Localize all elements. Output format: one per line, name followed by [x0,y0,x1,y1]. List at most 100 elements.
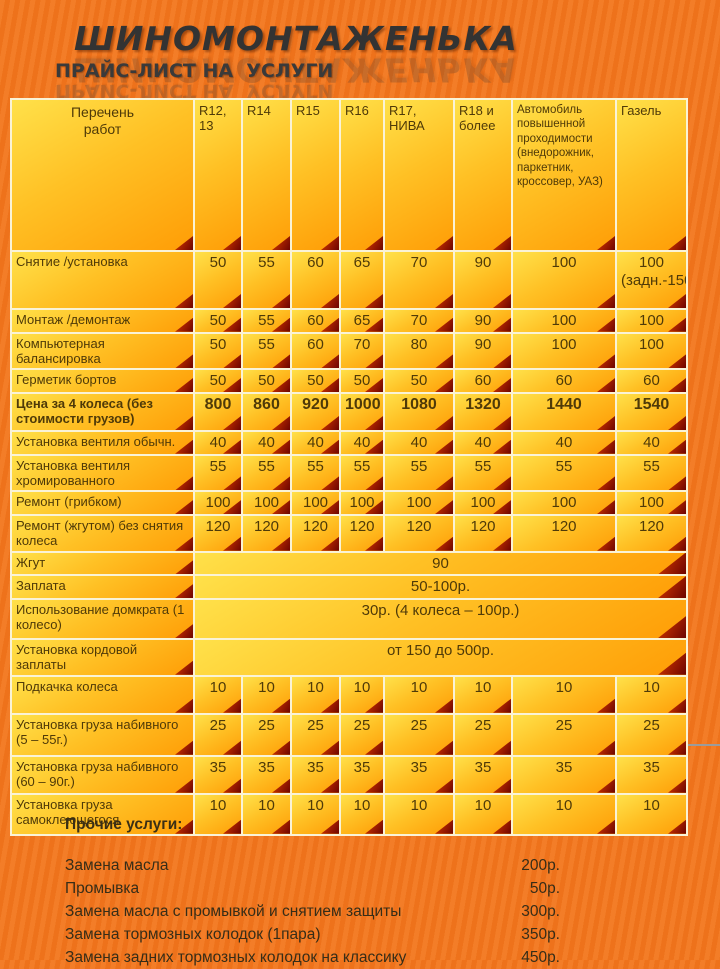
service-price: 300р. [521,903,560,920]
other-services-section: Прочие услуги: Замена масла 200р. Промывка… [65,816,560,969]
span-price-cell: 90 [195,552,686,575]
row-label-cell: Установка кордовой заплаты [12,640,193,675]
table-row: Компьютерная балансировка 50 55 60 70 80 90 100… [12,333,686,369]
price-cell: 35 [292,756,339,793]
price-cell: 90 [455,252,511,308]
price-cell: 70 [385,252,453,308]
page-title: ШИНОМОНТАЖЕНЬКА [74,19,518,58]
price-cell: 100 [513,310,615,332]
price-cell: 100 (задн.-150) [617,252,686,308]
price-cell: 10 [455,794,511,834]
row-label-cell: Снятие /установка [12,252,193,308]
price-cell: 10 [292,794,339,834]
price-cell: 25 [513,714,615,755]
price-cell: 10 [385,676,453,713]
header-cell: R14 [243,100,290,250]
price-cell: 40 [292,432,339,454]
header-cell: R18 и более [455,100,511,250]
title-block: ШИНОМОНТАЖЕНЬКА ШИНОМОНТАЖЕНЬКА [74,19,518,89]
price-cell: 55 [455,455,511,491]
price-cell: 50 [341,370,383,393]
price-cell: 55 [243,310,290,332]
service-label: Замена масла [65,857,169,874]
price-cell: 25 [617,714,686,755]
table-row: Установка вентиля хромированного 55 55 55 55… [12,455,686,491]
price-cell: 120 [243,516,290,551]
price-cell: 10 [617,794,686,834]
row-label-cell: Использование домкрата (1 колесо) [12,600,193,639]
header-cell: Автомобиль повышенной проходимости (внед… [513,100,615,250]
table-row: Установка груза набивного (60 – 90г.) 35 3… [12,756,686,793]
price-cell: 10 [455,676,511,713]
table-header-row: Перечень работ R12, 13 R14 R15 R16 R17, НИВА R… [12,100,686,250]
table-row: Установка вентиля обычн. 40 40 40 40 40 40 40 40 [12,432,686,454]
header-cell: R16 [341,100,383,250]
price-cell: 50 [385,370,453,393]
service-item: Замена масла с промывкой и снятием защит… [65,900,560,923]
table-row: Ремонт (жгутом) без снятия колеса 120 120 1… [12,516,686,551]
price-cell: 10 [385,794,453,834]
price-cell: 120 [617,516,686,551]
service-label: Замена масла с промывкой и снятием защит… [65,903,402,920]
price-cell: 920 [292,394,339,431]
service-label: Промывка [65,880,140,897]
price-cell: 100 [195,492,241,515]
service-item: Промывка 50р. [65,877,560,900]
service-label: Замена тормозных колодок (1пара) [65,926,321,943]
price-cell: 25 [292,714,339,755]
price-cell: 50 [195,252,241,308]
span-price-cell: 30р. (4 колеса – 100р.) [195,600,686,639]
price-cell: 1320 [455,394,511,431]
price-cell: 1080 [385,394,453,431]
price-cell: 55 [385,455,453,491]
price-cell: 120 [195,516,241,551]
price-cell: 10 [341,794,383,834]
service-label: Замена задних тормозных колодок на класс… [65,949,407,966]
table-row: Установка груза самоклеющегося 10 10 10 10 10… [12,794,686,834]
price-cell: 50 [195,370,241,393]
price-cell: 40 [385,432,453,454]
price-cell: 10 [243,676,290,713]
row-label-cell: Компьютерная балансировка [12,333,193,369]
other-services-title: Прочие услуги: [65,816,183,833]
price-cell: 70 [385,310,453,332]
price-cell: 40 [243,432,290,454]
row-label-cell: Установка вентиля хромированного [12,455,193,491]
price-cell: 100 [385,492,453,515]
price-cell: 40 [341,432,383,454]
service-item: Замена тормозных колодок (1пара) 350р. [65,923,560,946]
price-cell: 10 [195,676,241,713]
row-label-cell: Установка груза набивного (5 – 55г.) [12,714,193,755]
price-cell: 10 [513,794,615,834]
row-label-cell: Монтаж /демонтаж [12,310,193,332]
price-cell: 55 [243,455,290,491]
row-label-cell: Установка груза самоклеющегося [12,794,193,834]
price-cell: 40 [455,432,511,454]
price-cell: 40 [617,432,686,454]
row-label-cell: Цена за 4 колеса (без стоимости грузов) [12,394,193,431]
price-cell: 60 [455,370,511,393]
price-cell: 10 [513,676,615,713]
price-cell: 35 [617,756,686,793]
price-cell: 120 [513,516,615,551]
price-cell: 90 [455,333,511,369]
price-cell: 55 [513,455,615,491]
price-cell: 100 [243,492,290,515]
price-cell: 35 [195,756,241,793]
header-cell: Газель [617,100,686,250]
price-cell: 100 [292,492,339,515]
price-cell: 25 [243,714,290,755]
price-cell: 60 [292,310,339,332]
price-cell: 60 [292,333,339,369]
service-price: 50р. [529,880,560,897]
price-cell: 10 [243,794,290,834]
header-cell: R15 [292,100,339,250]
price-cell: 25 [455,714,511,755]
price-cell: 10 [195,794,241,834]
price-cell: 50 [195,310,241,332]
row-label-cell: Герметик бортов [12,370,193,393]
price-cell: 10 [617,676,686,713]
price-cell: 100 [513,492,615,515]
price-cell: 55 [292,455,339,491]
price-cell: 35 [341,756,383,793]
